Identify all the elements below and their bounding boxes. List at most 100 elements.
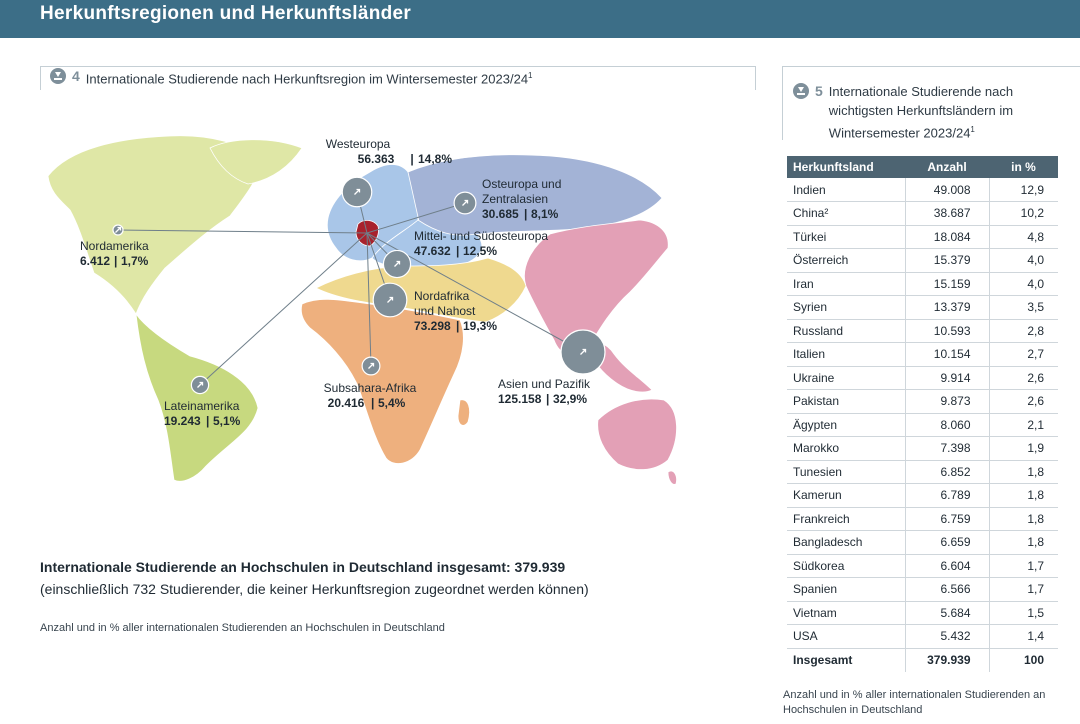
cell-count: 49.008 [904, 178, 990, 202]
label-lateinamerika-name: Lateinamerika [164, 399, 240, 413]
arrow-icon [368, 362, 375, 369]
arrow-icon [462, 199, 469, 206]
cell-country: Marokko [787, 436, 905, 461]
cell-percent: 1,8 [989, 460, 1058, 484]
cell-percent: 2,6 [989, 366, 1058, 390]
label-osteuropa-sep: | [524, 207, 527, 221]
label-mittel-percent: 12,5% [463, 244, 497, 258]
cell-country: Iran [787, 272, 905, 296]
cell-percent: 1,5 [989, 601, 1058, 625]
figure5-number: 5 [815, 83, 823, 99]
column-header: Anzahl [905, 156, 989, 178]
arrow-icon [354, 188, 361, 195]
cell-country: Vietnam [787, 601, 905, 625]
table-row: Frankreich 6.759 1,8 [787, 507, 1058, 531]
cell-country: Syrien [787, 295, 905, 320]
map-labels: Westeuropa 56.363 | 14,8% Osteuropa und … [80, 137, 591, 428]
table-row: Türkei 18.084 4,8 [787, 225, 1058, 249]
cell-country: Türkei [787, 225, 905, 249]
connector-line [366, 232, 372, 367]
cell-country: Frankreich [787, 507, 905, 531]
figure4-header: 4 Internationale Studierende nach Herkun… [40, 66, 756, 90]
table-row: Tunesien 6.852 1,8 [787, 460, 1058, 484]
page-title: Herkunftsregionen und Herkunftsländer [40, 3, 412, 24]
cell-percent: 1,8 [989, 530, 1058, 555]
continents [47, 135, 677, 485]
label-westeuropa-value: 56.363 [358, 152, 395, 166]
cell-count: 7.398 [904, 436, 990, 461]
column-header: in % [989, 156, 1058, 178]
cell-count: 6.566 [904, 577, 990, 602]
table-row: Syrien 13.379 3,5 [787, 295, 1058, 320]
cell-percent: 1,8 [989, 507, 1058, 531]
cell-percent: 1,7 [989, 577, 1058, 602]
label-subsahara-name: Subsahara-Afrika [324, 381, 417, 395]
label-mittel-name: Mittel- und Südosteuropa [414, 229, 548, 243]
label-asien-value: 125.158 [498, 392, 542, 406]
figure4-number: 4 [72, 68, 80, 84]
connector-line [117, 229, 368, 234]
download-icon[interactable] [793, 83, 809, 99]
figure5-title: Internationale Studierende nach wichtigs… [828, 84, 1014, 141]
table-row: Marokko 7.398 1,9 [787, 436, 1058, 461]
region-australia [597, 398, 677, 470]
cell-country: China² [787, 201, 905, 226]
cell-count: 18.084 [904, 225, 990, 249]
header-bar: Herkunftsregionen und Herkunftsländer [0, 0, 1080, 38]
cell-percent: 12,9 [989, 178, 1058, 202]
cell-percent: 4,0 [989, 248, 1058, 273]
arrow-icon [197, 381, 204, 388]
label-osteuropa-name-2: Zentralasien [482, 192, 548, 206]
label-asien-name: Asien und Pazifik [498, 377, 591, 391]
label-westeuropa-name: Westeuropa [326, 137, 391, 151]
cell-count: 5.432 [904, 624, 990, 649]
cell-percent: 1,4 [989, 624, 1058, 649]
region-madagascar [457, 399, 470, 426]
cell-percent: 4,0 [989, 272, 1058, 296]
label-osteuropa-name-1: Osteuropa und [482, 177, 561, 191]
cell-count: 6.659 [904, 530, 990, 555]
figure5-vrule [782, 66, 783, 140]
cell-country: Russland [787, 319, 905, 343]
cell-country: USA [787, 624, 905, 649]
cell-total-percent: 100 [1023, 653, 1044, 667]
label-westeuropa-percent: 14,8% [418, 152, 452, 166]
arrow-icon [387, 296, 394, 303]
table-row: Indien 49.008 12,9 [787, 178, 1058, 202]
label-nordamerika-name: Nordamerika [80, 239, 149, 253]
download-icon[interactable] [50, 68, 66, 84]
table-row: Italien 10.154 2,7 [787, 342, 1058, 367]
cell-percent: 4,8 [989, 225, 1058, 249]
label-lateinamerika-sep: | [206, 414, 209, 428]
cell-percent: 2,8 [989, 319, 1058, 343]
bubbles [112, 176, 606, 395]
figure4-source-note: Anzahl und in % aller internationalen St… [40, 622, 445, 634]
label-westeuropa-sep: | [410, 152, 413, 166]
figure5-rule [782, 66, 1080, 67]
cell-country: Ukraine [787, 366, 905, 390]
table-row: Österreich 15.379 4,0 [787, 248, 1058, 273]
connector-lines [117, 191, 584, 386]
table-row: Iran 15.159 4,0 [787, 272, 1058, 296]
cell-count: 13.379 [904, 295, 990, 320]
label-osteuropa-value: 30.685 [482, 207, 519, 221]
table-row: Kamerun 6.789 1,8 [787, 483, 1058, 508]
label-nordamerika-percent: 1,7% [121, 254, 149, 268]
country-table: Herkunftsland Anzahl in % Indien 49.008 12… [787, 156, 1058, 672]
region-greenland [209, 139, 303, 185]
label-asien-sep: | [546, 392, 549, 406]
figure5-header: 5 Internationale Studierende nach wichti… [793, 82, 1013, 142]
label-nordafrika-value: 73.298 [414, 319, 451, 333]
total-note: (einschließlich 732 Studierender, die ke… [40, 581, 589, 597]
cell-country: Indien [787, 178, 905, 202]
label-subsahara-value: 20.416 [328, 396, 365, 410]
cell-country: Italien [787, 342, 905, 367]
cell-country: Südkorea [787, 554, 905, 578]
label-nordafrika-sep: | [456, 319, 459, 333]
table-total-row: Insgesamt 379.939 100 [787, 648, 1058, 672]
column-header: Herkunftsland [787, 156, 905, 178]
label-nordafrika-name-2: und Nahost [414, 304, 476, 318]
table-row: Bangladesch 6.659 1,8 [787, 530, 1058, 555]
cell-count: 9.873 [904, 389, 990, 414]
cell-percent: 2,6 [989, 389, 1058, 414]
